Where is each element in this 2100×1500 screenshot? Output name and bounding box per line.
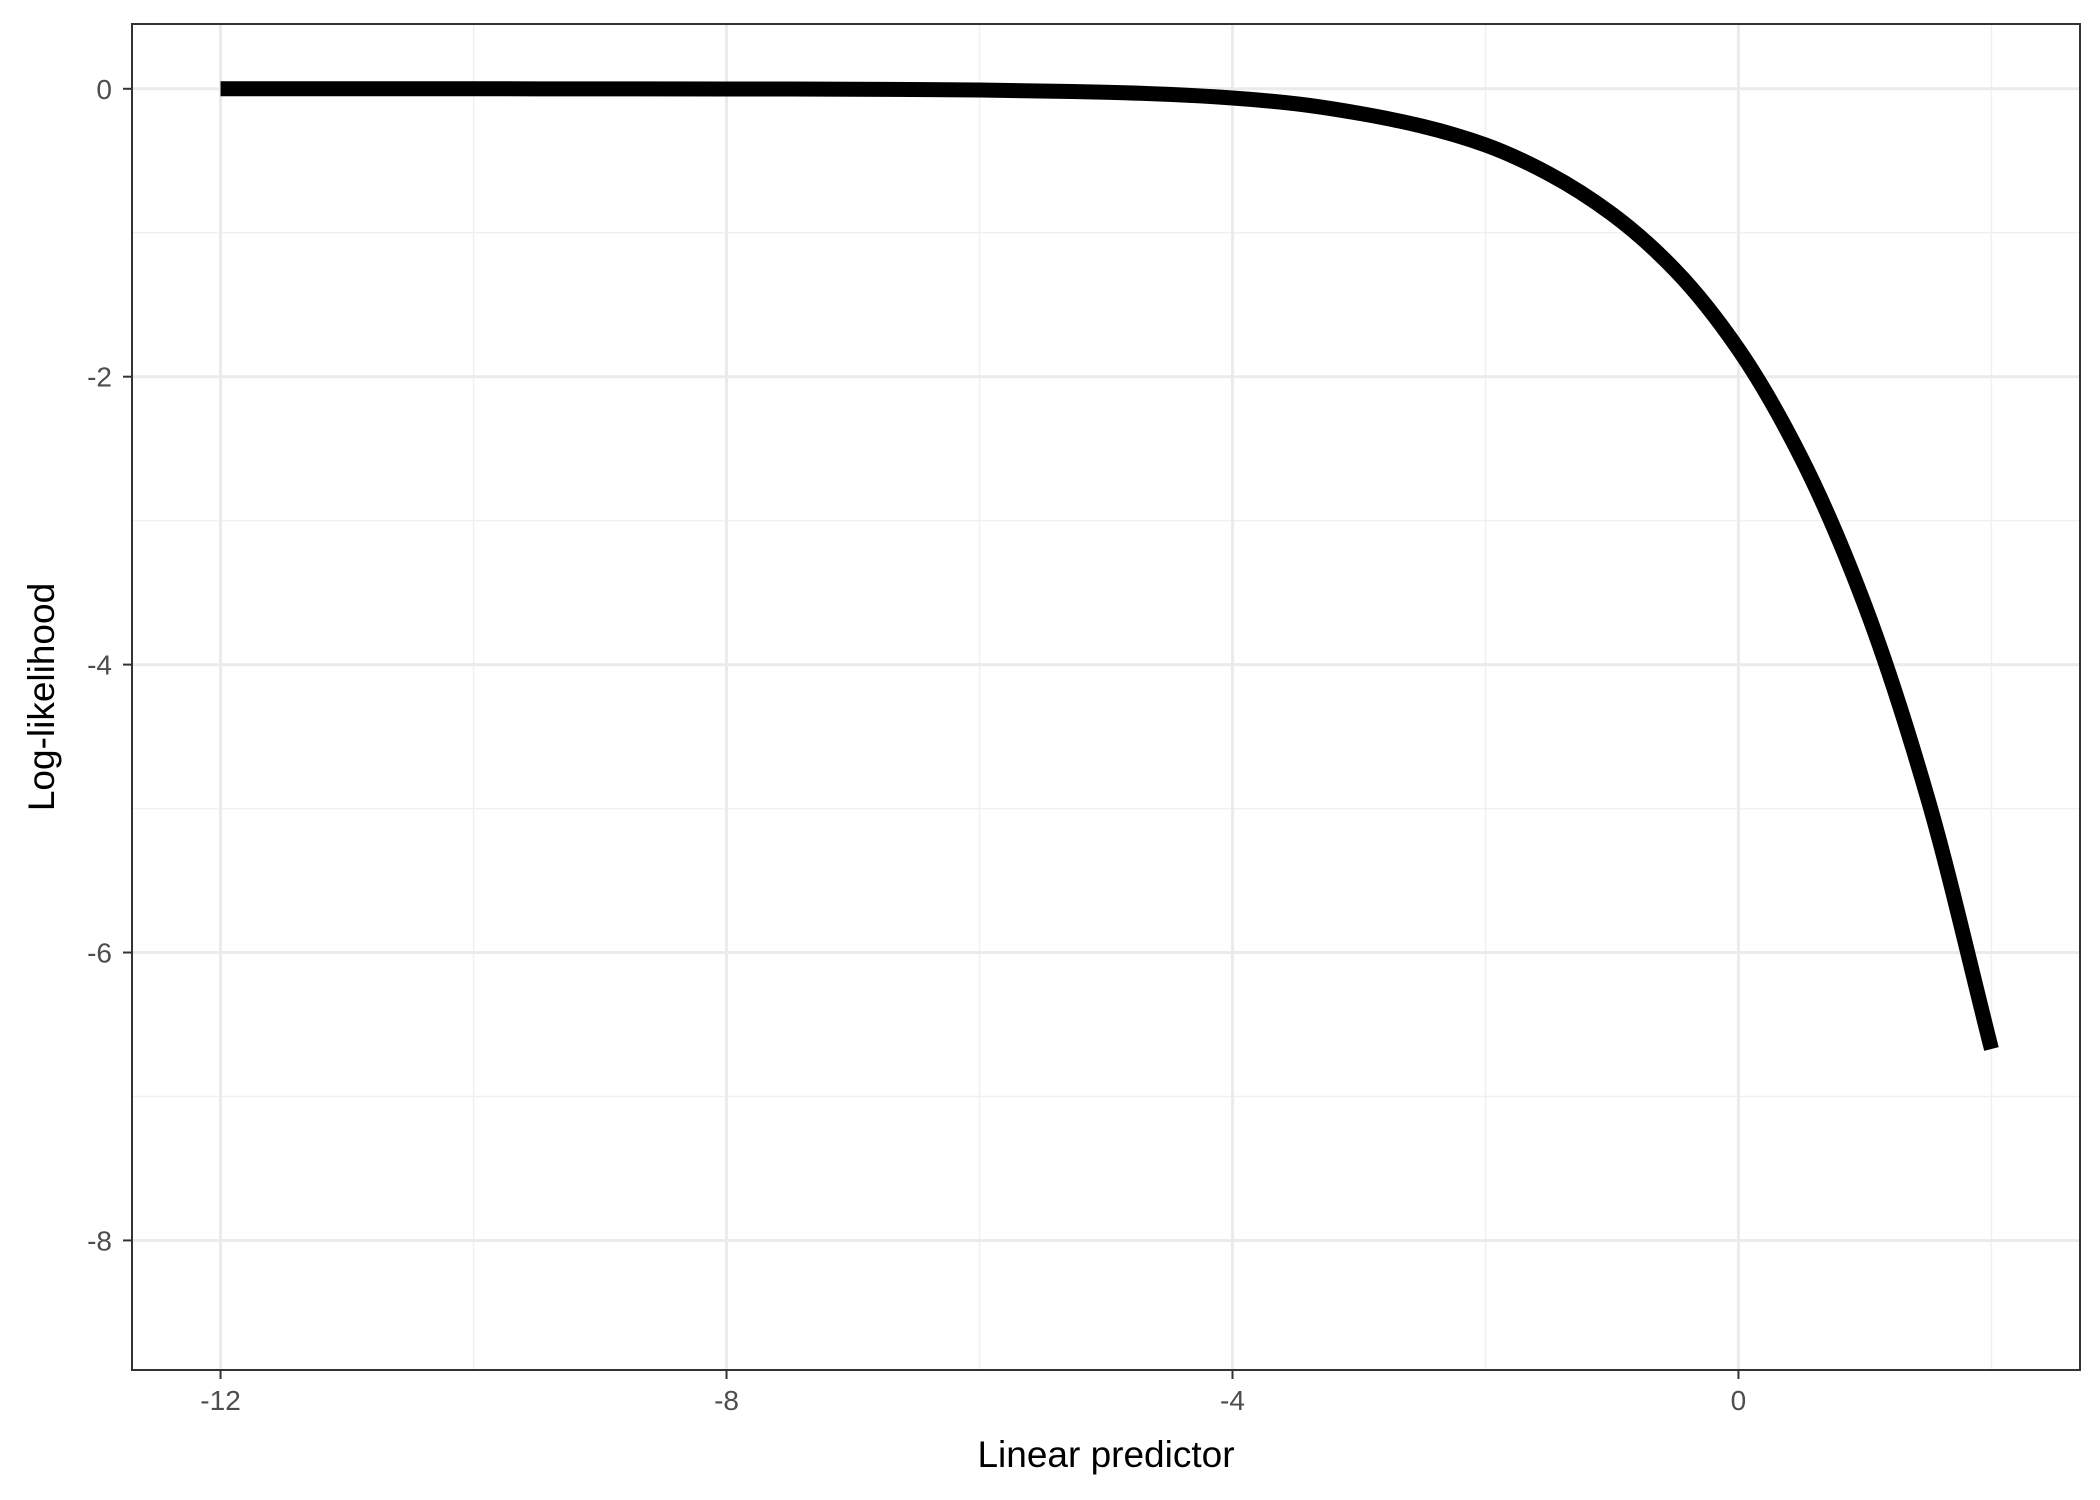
minor-gridlines (132, 24, 2080, 1370)
x-tick-label: -12 (200, 1385, 240, 1416)
x-tick-label: 0 (1731, 1385, 1747, 1416)
y-tick-label: -2 (87, 362, 112, 393)
y-tick-label: 0 (96, 74, 112, 105)
y-tick-label: -6 (87, 938, 112, 969)
x-axis-title: Linear predictor (977, 1434, 1234, 1475)
x-axis: -12 -8 -4 0 (200, 1370, 1746, 1416)
series-line (220, 81, 1999, 1051)
x-tick-label: -8 (714, 1385, 739, 1416)
x-tick-label: -4 (1220, 1385, 1245, 1416)
panel-background (132, 24, 2080, 1370)
y-tick-label: -4 (87, 650, 112, 681)
panel-border (131, 23, 2081, 1371)
y-tick-label: -8 (87, 1225, 112, 1256)
y-axis-title: Log-likelihood (21, 583, 62, 811)
y-axis: 0 -2 -4 -6 -8 (87, 74, 132, 1256)
